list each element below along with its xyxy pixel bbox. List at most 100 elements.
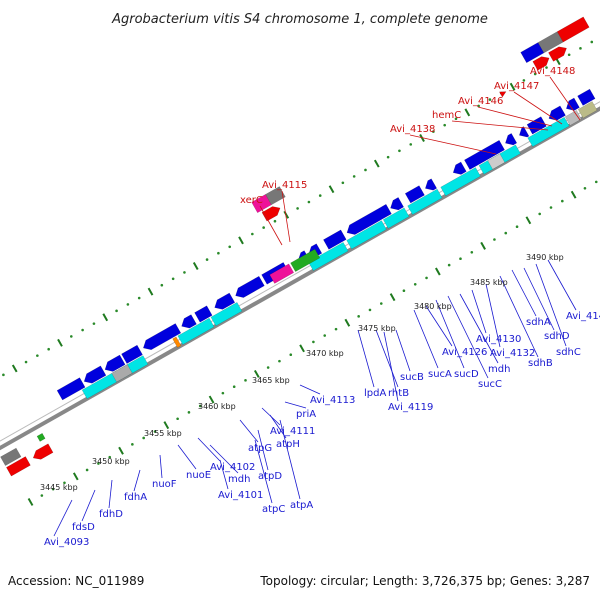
forward-gene-arrow <box>452 161 467 175</box>
gene-label: atpG <box>248 443 272 454</box>
label-leader-line <box>108 479 113 509</box>
track-dot <box>131 443 134 446</box>
tick-label: 3445 kbp <box>40 483 78 492</box>
cds-box <box>440 167 481 197</box>
gene-label: nuoE <box>186 470 211 481</box>
tick-label: 3450 kbp <box>92 457 130 466</box>
track-major-tick <box>328 185 335 194</box>
label-leader-line <box>133 469 141 492</box>
track-dot <box>334 327 338 331</box>
track-dot <box>171 277 175 281</box>
track-dot <box>160 283 164 287</box>
track-dot <box>352 175 356 178</box>
gene-label: mdh <box>228 474 250 485</box>
track-major-tick <box>509 82 516 91</box>
label-leader-line <box>523 267 555 331</box>
reverse-gene-arrow <box>556 16 590 43</box>
cds-box <box>346 220 387 250</box>
forward-gene-arrow <box>518 126 530 138</box>
label-leader-line <box>409 134 497 155</box>
gene-label: sucD <box>454 369 479 380</box>
track-dot <box>398 149 401 153</box>
track-dot <box>176 417 179 421</box>
track-major-tick <box>118 446 124 455</box>
misc-feature-box <box>577 101 598 119</box>
forward-gene-arrow <box>83 365 107 384</box>
label-leader-line <box>395 329 411 372</box>
track-dot <box>364 168 367 172</box>
label-leader-line <box>357 329 375 388</box>
track-major-tick <box>464 108 471 117</box>
cds-box <box>81 370 123 400</box>
gene-label: Avi_4141 <box>566 311 600 322</box>
tick-label: 3470 kbp <box>306 349 344 358</box>
track-dot <box>379 302 383 305</box>
track-dot <box>36 354 39 357</box>
track-major-tick <box>11 364 18 373</box>
forward-gene-arrow <box>404 185 425 204</box>
accession-text: Accession: NC_011989 <box>8 574 144 588</box>
forward-gene-arrow <box>214 292 236 310</box>
track-dot <box>137 296 141 300</box>
label-leader-line <box>485 283 501 348</box>
track-dot <box>92 322 96 325</box>
gene-label: Avi_4115 <box>262 180 307 191</box>
track-dot <box>205 258 209 261</box>
gene-label: fdsD <box>72 522 95 533</box>
track-dot <box>244 379 247 382</box>
track-dot <box>549 206 553 209</box>
track-major-tick <box>525 216 532 225</box>
track-dot <box>187 411 191 414</box>
tick-label: 3475 kbp <box>358 324 396 333</box>
gene-label: atpD <box>258 471 282 482</box>
cds-box <box>407 188 443 215</box>
label-leader-line <box>413 309 439 369</box>
gene-label: sdhD <box>544 331 570 342</box>
label-leader-line <box>257 429 269 471</box>
gene-label: sdhA <box>526 317 551 328</box>
track-dot <box>126 303 130 306</box>
track-dot <box>228 245 232 249</box>
forward-gene-arrow <box>142 323 182 351</box>
track-dot <box>561 199 564 203</box>
track-dot <box>296 207 299 210</box>
gene-label: sucA <box>428 369 452 380</box>
pseudogene-box <box>564 110 582 126</box>
label-leader-line <box>477 106 553 127</box>
forward-gene-arrow <box>505 133 518 146</box>
track-dot <box>115 309 118 313</box>
track-dot <box>515 225 519 228</box>
label-leader-line <box>53 499 73 537</box>
gene-label: xerC <box>240 195 263 206</box>
track-dot <box>251 232 254 236</box>
label-leader-line <box>499 275 539 358</box>
track-dot <box>488 98 492 101</box>
track-dot <box>312 340 315 344</box>
gene-label: Avi_4132 <box>490 348 535 359</box>
track-dot <box>323 334 327 337</box>
track-dot <box>504 231 508 235</box>
gene-label: sdhC <box>556 347 581 358</box>
gene-label: rhtB <box>388 388 409 399</box>
track-dot <box>183 271 186 274</box>
pseudogene-box <box>487 153 506 170</box>
track-dot <box>232 385 236 389</box>
track-major-tick <box>238 236 244 245</box>
gene-label: Avi_4113 <box>310 395 355 406</box>
forward-gene-arrow <box>346 203 392 235</box>
track-dot <box>357 315 360 318</box>
track-dot <box>40 494 44 497</box>
gene-label: fdhD <box>99 509 123 520</box>
reverse-gene-arrow <box>532 56 550 71</box>
gene-label: atpH <box>276 439 300 450</box>
track-dot <box>493 238 496 241</box>
label-leader-line <box>383 331 399 402</box>
track-dot <box>470 251 474 254</box>
track-dot <box>24 360 28 364</box>
forward-gene-arrow <box>194 305 213 323</box>
track-dot <box>583 186 587 190</box>
forward-gene-arrow <box>565 97 580 111</box>
label-leader-line <box>511 269 537 317</box>
track-dot <box>386 155 390 159</box>
